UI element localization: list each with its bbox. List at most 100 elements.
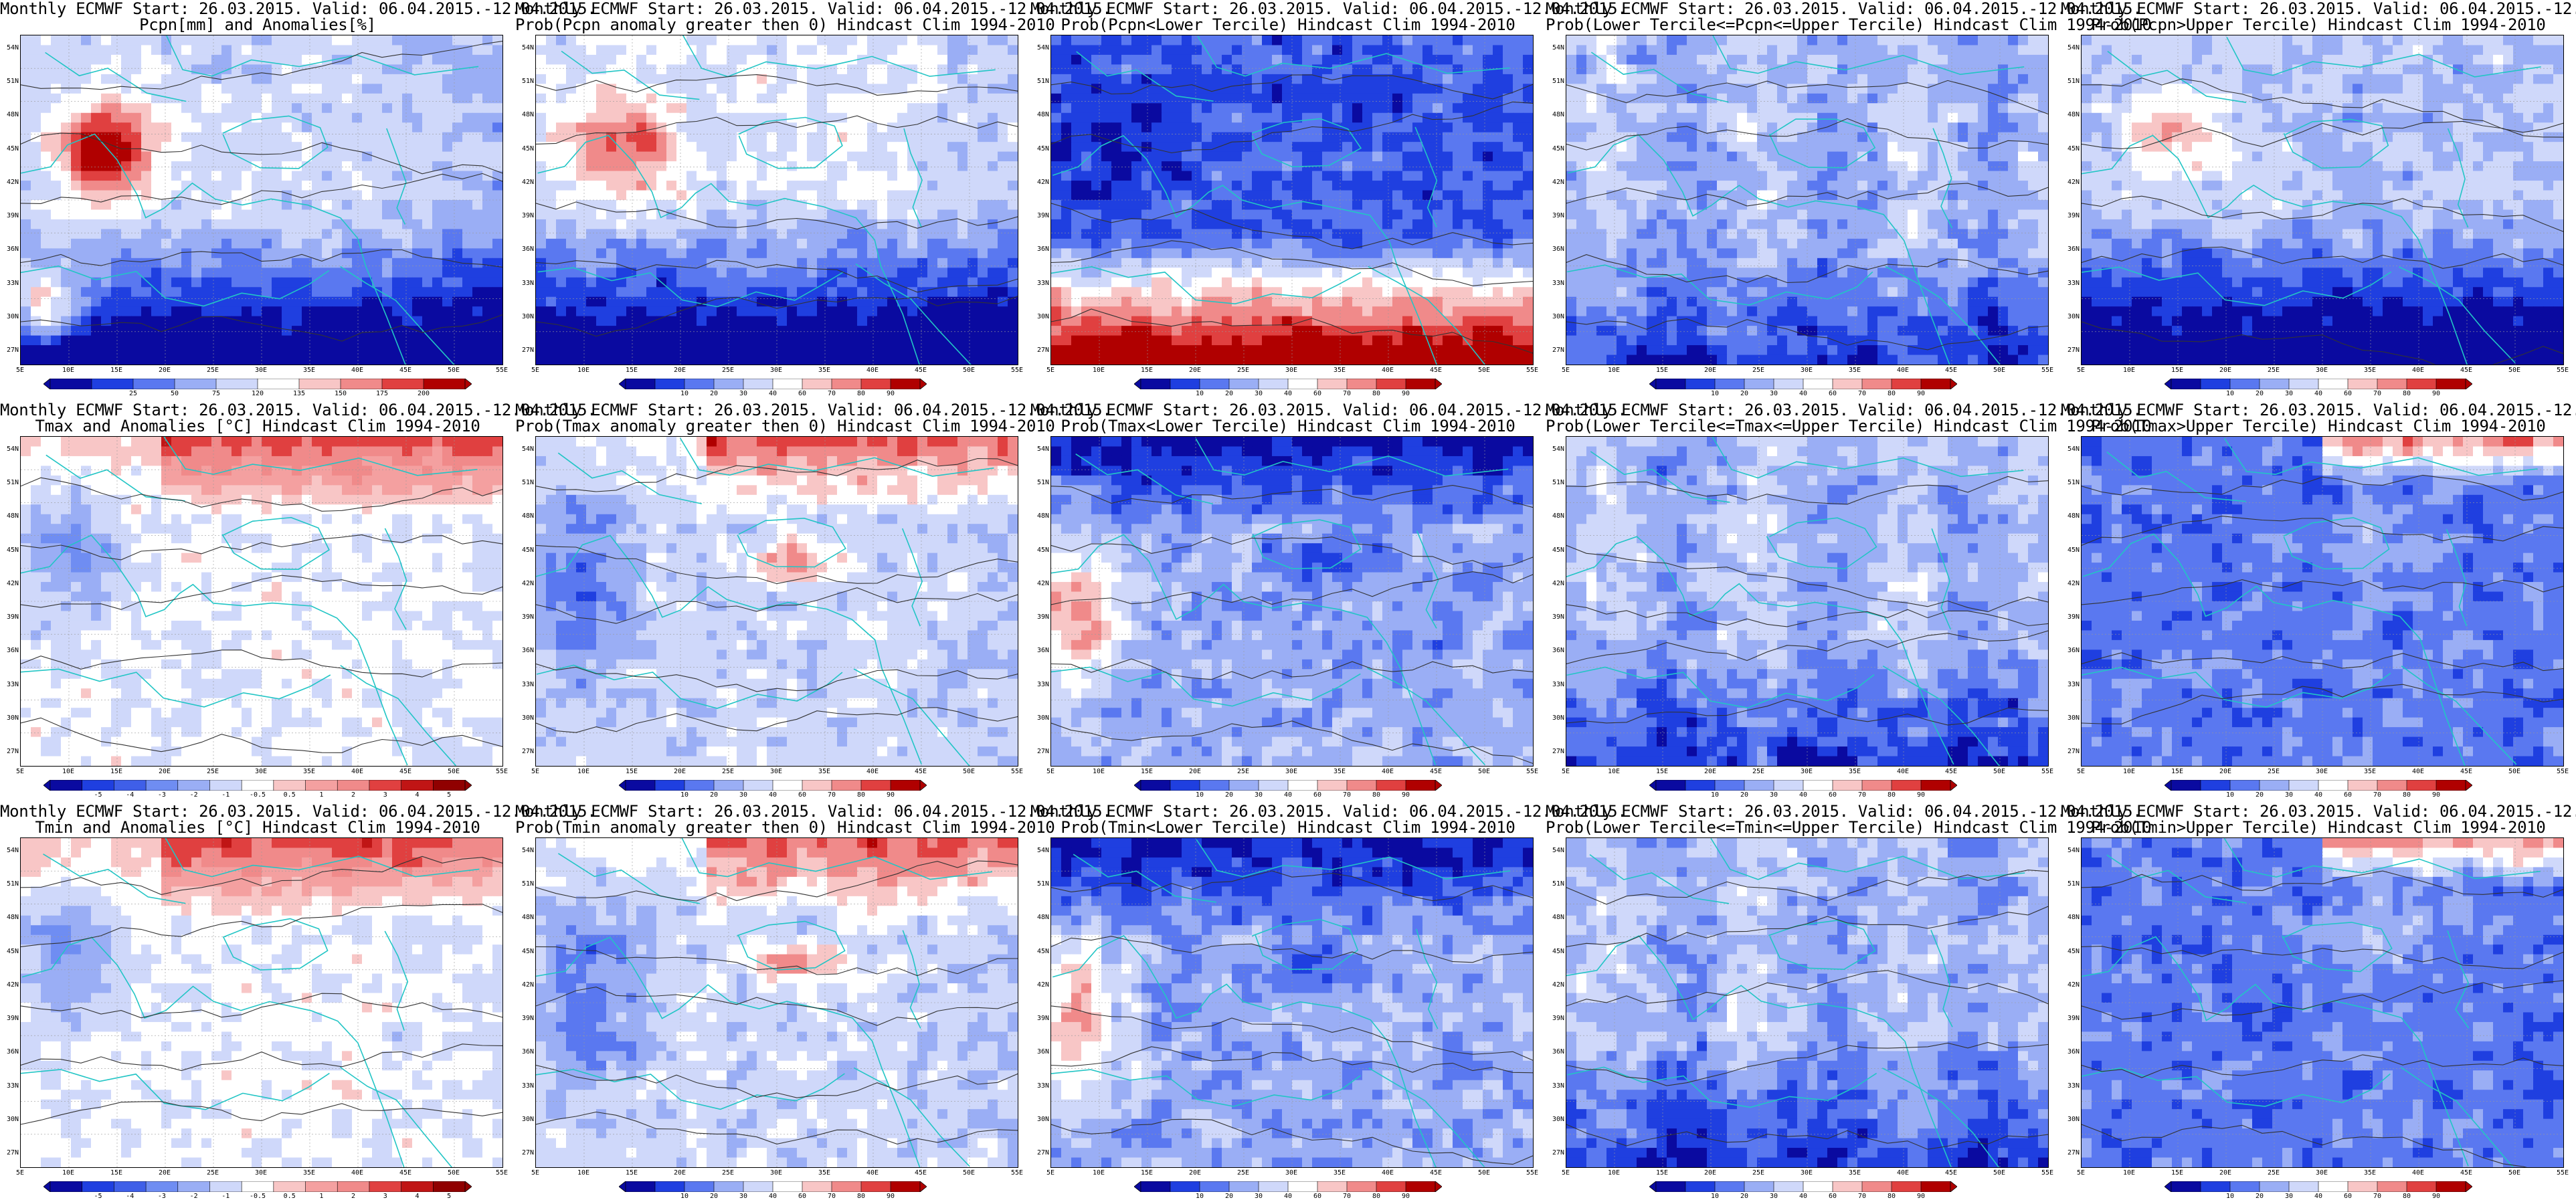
colorbar-tick-label: 40 (1284, 390, 1292, 398)
longitude-tick-label: 45E (399, 768, 411, 776)
colorbar (1134, 1181, 1442, 1192)
latitude-axis: 54N 51N 48N 45N 42N 39N 36N 33N 30N 27N (0, 837, 20, 1167)
longitude-tick-label: 50E (1993, 1169, 2005, 1177)
longitude-tick-label: 50E (448, 768, 460, 776)
longitude-tick-label: 35E (818, 768, 830, 776)
longitude-tick-label: 35E (303, 1169, 315, 1177)
graticule (21, 838, 502, 1167)
colorbar-tick-label: 40 (1799, 390, 1807, 398)
colorbar-tick-label: 30 (1770, 1193, 1778, 1201)
longitude-tick-label: 15E (1656, 1169, 1668, 1177)
longitude-tick-label: 40E (351, 367, 363, 375)
longitude-axis: 5E 10E 15E 20E 25E 30E 35E 40E 45E 50E 55E (531, 367, 1023, 376)
latitude-tick-label: 30N (1552, 313, 1564, 320)
colorbar-tick-label: 60 (2344, 390, 2352, 398)
longitude-tick-label: 20E (674, 768, 686, 776)
longitude-tick-label: 40E (1382, 768, 1394, 776)
latitude-tick-label: 33N (7, 681, 19, 688)
longitude-tick-label: 15E (1141, 367, 1153, 375)
colorbar-tick-label: 5 (447, 1193, 451, 1201)
latitude-tick-label: 33N (7, 280, 19, 287)
colorbar-tick-label: 90 (2432, 390, 2440, 398)
longitude-tick-label: 30E (770, 768, 782, 776)
latitude-tick-label: 42N (2067, 580, 2080, 587)
colorbar-tick-label: -5 (94, 1193, 102, 1201)
colorbar-tick-label: 90 (1917, 791, 1925, 799)
longitude-tick-label: 55E (2557, 768, 2569, 776)
latitude-tick-label: 51N (2067, 881, 2080, 888)
latitude-tick-label: 54N (7, 45, 19, 52)
latitude-tick-label: 39N (522, 213, 534, 219)
colorbar-tick-label: 10 (1196, 1193, 1204, 1201)
longitude-tick-label: 40E (351, 1169, 363, 1177)
panel-subtitle: Prob(Tmax<Lower Tercile) Hindcast Clim 1… (1030, 417, 1546, 435)
longitude-tick-label: 30E (1801, 367, 1813, 375)
panel-subtitle: Prob(Pcpn>Upper Tercile) Hindcast Clim 1… (2061, 16, 2576, 33)
forecast-map (535, 436, 1018, 767)
longitude-tick-label: 20E (1704, 768, 1716, 776)
coastlines (1051, 839, 1511, 1167)
colorbar-tick-label: 60 (2344, 1193, 2352, 1201)
latitude-tick-label: 30N (1037, 1116, 1049, 1123)
longitude-tick-label: 45E (399, 367, 411, 375)
longitude-axis: 5E 10E 15E 20E 25E 30E 35E 40E 45E 50E 55E (1562, 768, 2053, 777)
latitude-tick-label: 27N (2067, 347, 2080, 354)
latitude-tick-label: 45N (1037, 948, 1049, 955)
colorbar-tick-label: 90 (1402, 390, 1410, 398)
latitude-tick-label: 54N (1037, 847, 1049, 854)
latitude-tick-label: 42N (1037, 981, 1049, 989)
longitude-tick-label: 15E (1656, 367, 1668, 375)
longitude-tick-label: 30E (2316, 1169, 2328, 1177)
colorbar-tick-label: 80 (1372, 791, 1380, 799)
latitude-axis: 54N 51N 48N 45N 42N 39N 36N 33N 30N 27N (0, 35, 20, 364)
latitude-tick-label: 48N (522, 513, 534, 520)
colorbar-tick-label: 20 (1740, 791, 1748, 799)
longitude-tick-label: 40E (1897, 768, 1909, 776)
colorbar (1649, 780, 1957, 791)
map-field-svg (1566, 838, 2048, 1167)
latitude-tick-label: 51N (1037, 78, 1049, 85)
longitude-tick-label: 5E (16, 1169, 24, 1177)
longitude-tick-label: 50E (1478, 1169, 1490, 1177)
longitude-tick-label: 10E (1608, 1169, 1620, 1177)
forecast-map (1050, 35, 1534, 365)
longitude-tick-label: 25E (2268, 367, 2280, 375)
colorbar-tick-label: 10 (2226, 791, 2234, 799)
latitude-tick-label: 51N (2067, 480, 2080, 486)
latitude-axis: 54N 51N 48N 45N 42N 39N 36N 33N 30N 27N (1030, 35, 1050, 364)
colorbar-tick-labels: 10 20 30 40 60 70 80 90 (1134, 791, 1442, 799)
colorbar-tick-label: 70 (1858, 1193, 1866, 1201)
colorbar-tick-label: -2 (190, 791, 198, 799)
longitude-tick-label: 30E (1285, 367, 1297, 375)
latitude-tick-label: 42N (1552, 580, 1564, 587)
longitude-tick-label: 5E (1046, 1169, 1054, 1177)
latitude-axis: 54N 51N 48N 45N 42N 39N 36N 33N 30N 27N (1546, 35, 1566, 364)
longitude-tick-label: 45E (1430, 768, 1442, 776)
colorbar-tick-labels: 25 50 75 120 135 150 175 200 (43, 390, 472, 398)
colorbar-tick-label: 150 (335, 390, 347, 398)
latitude-tick-label: 36N (2067, 647, 2080, 654)
latitude-tick-label: 30N (7, 714, 19, 722)
longitude-tick-label: 30E (255, 367, 267, 375)
colorbar-tick-label: 90 (1402, 791, 1410, 799)
colorbar-tick-label: 30 (739, 390, 747, 398)
latitude-tick-label: 27N (522, 347, 534, 354)
latitude-tick-label: 36N (7, 246, 19, 253)
colorbar-tick-label: -3 (158, 791, 166, 799)
latitude-tick-label: 30N (522, 1116, 534, 1123)
longitude-tick-label: 40E (2412, 768, 2424, 776)
coastlines (2082, 37, 2541, 365)
contour-lines (2082, 870, 2563, 1167)
latitude-tick-label: 36N (1037, 647, 1049, 654)
colorbar-tick-label: 30 (1255, 791, 1263, 799)
longitude-tick-label: 10E (2123, 1169, 2135, 1177)
colorbar (1649, 1181, 1957, 1192)
longitude-tick-label: 55E (496, 768, 508, 776)
longitude-tick-label: 25E (207, 768, 219, 776)
colorbar-tick-label: -5 (94, 791, 102, 799)
colorbar-tick-label: 40 (769, 791, 777, 799)
colorbar-tick-label: 40 (2314, 1193, 2322, 1201)
longitude-tick-label: 5E (2077, 768, 2085, 776)
map-field-svg (536, 437, 1018, 766)
colorbar-tick-label: 40 (1799, 1193, 1807, 1201)
